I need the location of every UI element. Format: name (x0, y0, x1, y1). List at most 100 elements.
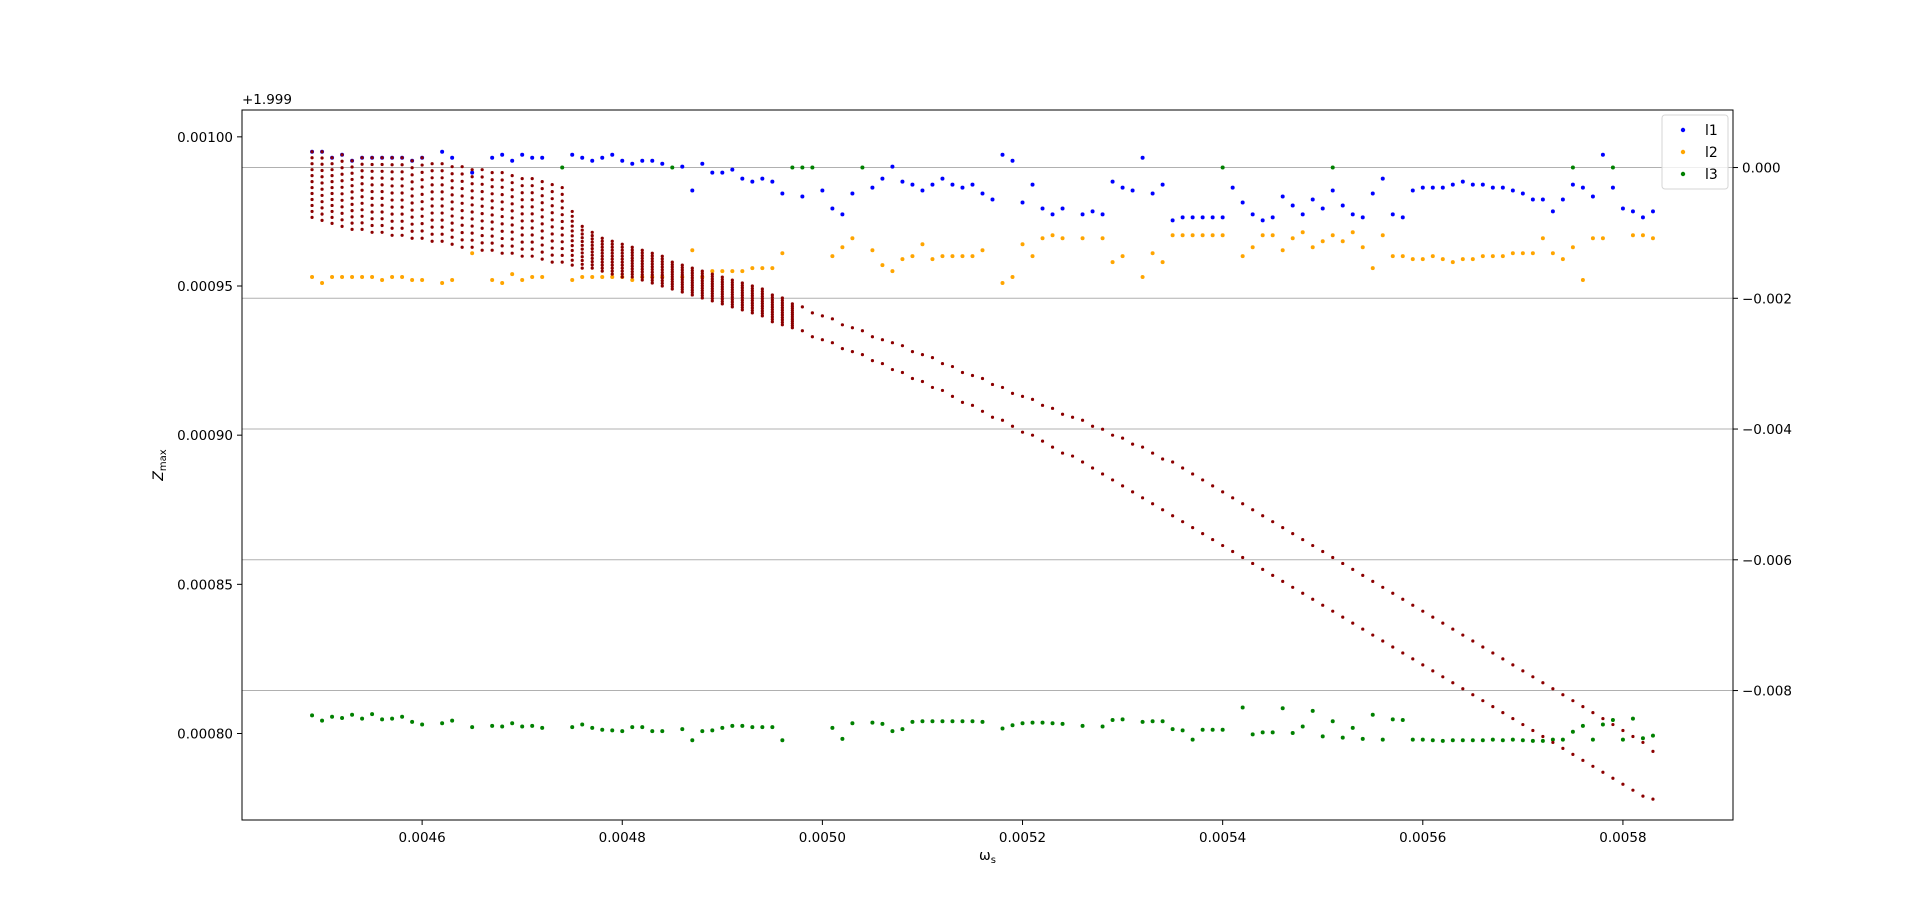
point-l1 (1560, 197, 1565, 202)
envelope-point (780, 301, 784, 305)
point-l3 (1200, 727, 1205, 732)
envelope-point (350, 165, 354, 169)
envelope-point (310, 209, 314, 214)
point-l3 (750, 725, 755, 730)
point-l3 (830, 725, 835, 730)
envelope-point (630, 261, 634, 266)
point-l2 (890, 269, 895, 274)
envelope-point (1231, 549, 1235, 554)
point-l1 (840, 212, 845, 217)
envelope-point (770, 308, 774, 312)
envelope-point (390, 177, 394, 181)
envelope-point (610, 272, 614, 276)
point-l2 (1350, 230, 1355, 235)
envelope-point (310, 197, 314, 202)
envelope-point (470, 245, 474, 249)
envelope-point (640, 256, 644, 260)
point-l3 (650, 729, 655, 734)
envelope-point (500, 193, 504, 197)
envelope-point (880, 338, 885, 342)
point-l1 (470, 170, 475, 175)
legend-label-l1: l1 (1705, 123, 1718, 139)
legend-box (1661, 114, 1729, 190)
envelope-point (430, 218, 434, 222)
envelope-point (480, 204, 484, 208)
envelope-point (420, 156, 424, 160)
envelope-point (450, 172, 454, 176)
envelope-point (550, 225, 554, 229)
point-l3 (1050, 721, 1055, 726)
envelope-point (560, 199, 564, 203)
envelope-point (580, 228, 584, 232)
x-tick-label-5: 0.0056 (1399, 830, 1446, 846)
envelope-point (730, 293, 734, 297)
envelope-point (1511, 663, 1515, 667)
envelope-point (1391, 645, 1395, 649)
envelope-point (740, 293, 744, 297)
envelope-point (1000, 385, 1005, 390)
envelope-point (370, 223, 374, 228)
point-l3 (920, 719, 925, 724)
envelope-point (480, 241, 484, 245)
envelope-point (630, 272, 634, 276)
envelope-point (1521, 669, 1525, 673)
point-l2 (1050, 233, 1055, 238)
point-l1 (760, 176, 765, 181)
point-l2 (1360, 245, 1365, 250)
point-l3 (1440, 738, 1445, 743)
envelope-point (730, 305, 734, 309)
x-tick-label-0: 0.0046 (398, 830, 445, 846)
envelope-point (1321, 549, 1325, 554)
envelope-point (470, 182, 474, 186)
envelope-point (710, 277, 714, 281)
envelope-point (320, 200, 324, 204)
envelope-point (590, 253, 594, 257)
envelope-point (410, 180, 414, 184)
envelope-point (1371, 633, 1375, 637)
envelope-point (330, 221, 334, 225)
point-l3 (880, 721, 885, 726)
envelope-point (730, 285, 734, 289)
envelope-point (690, 286, 694, 290)
legend-label-l3: l3 (1705, 167, 1718, 183)
envelope-point (520, 240, 524, 244)
envelope-point (600, 269, 604, 273)
envelope-point (770, 312, 774, 317)
envelope-point (910, 350, 915, 354)
point-l1 (530, 155, 535, 160)
envelope-point (320, 150, 324, 154)
envelope-point (480, 233, 484, 238)
envelope-point (400, 219, 404, 223)
x-axis-label: ωs (979, 848, 996, 866)
point-l3 (470, 725, 475, 730)
point-l1 (740, 176, 745, 181)
envelope-point (710, 296, 714, 301)
envelope-point (400, 163, 404, 167)
point-l2 (420, 278, 425, 283)
envelope-point (750, 284, 754, 288)
envelope-point (610, 266, 614, 270)
envelope-point (770, 295, 774, 299)
envelope-point (520, 247, 524, 251)
envelope-point (460, 194, 464, 198)
point-l1 (1630, 209, 1635, 214)
envelope-point (590, 256, 594, 260)
point-l3 (1010, 723, 1015, 728)
envelope-point (590, 243, 594, 247)
envelope-point (420, 163, 424, 167)
envelope-point (400, 198, 404, 202)
envelope-point (360, 188, 364, 192)
envelope-point (510, 244, 514, 248)
point-l1 (580, 155, 585, 160)
point-l2 (780, 251, 785, 256)
envelope-point (1461, 687, 1465, 691)
envelope-point (500, 229, 504, 233)
envelope-point (780, 318, 784, 322)
envelope-point (760, 299, 764, 303)
grid-lines (242, 167, 1733, 692)
envelope-point (570, 248, 574, 253)
envelope-point (1441, 621, 1445, 625)
envelope-point (570, 224, 574, 228)
point-l2 (360, 275, 365, 280)
envelope-point (1641, 794, 1645, 798)
